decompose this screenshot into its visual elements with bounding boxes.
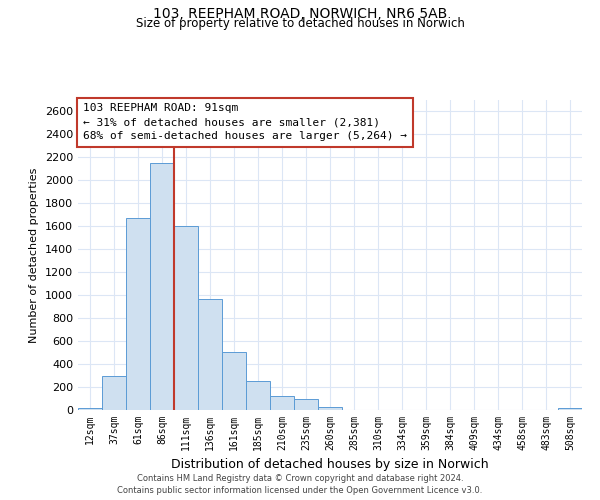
Bar [270,396,294,410]
Text: Size of property relative to detached houses in Norwich: Size of property relative to detached ho… [136,18,464,30]
Bar [222,352,246,410]
Text: 103, REEPHAM ROAD, NORWICH, NR6 5AB: 103, REEPHAM ROAD, NORWICH, NR6 5AB [153,8,447,22]
Bar [198,299,222,410]
X-axis label: Distribution of detached houses by size in Norwich: Distribution of detached houses by size … [171,458,489,471]
Bar [126,218,150,410]
Bar [294,399,318,410]
Y-axis label: Number of detached properties: Number of detached properties [29,168,40,342]
Bar [102,376,126,410]
Bar [150,163,174,410]
Bar [558,408,582,410]
Bar [318,406,342,410]
Text: Contains HM Land Registry data © Crown copyright and database right 2024.
Contai: Contains HM Land Registry data © Crown c… [118,474,482,495]
Bar [246,380,270,410]
Bar [78,408,102,410]
Bar [174,226,198,410]
Text: 103 REEPHAM ROAD: 91sqm
← 31% of detached houses are smaller (2,381)
68% of semi: 103 REEPHAM ROAD: 91sqm ← 31% of detache… [83,103,407,141]
